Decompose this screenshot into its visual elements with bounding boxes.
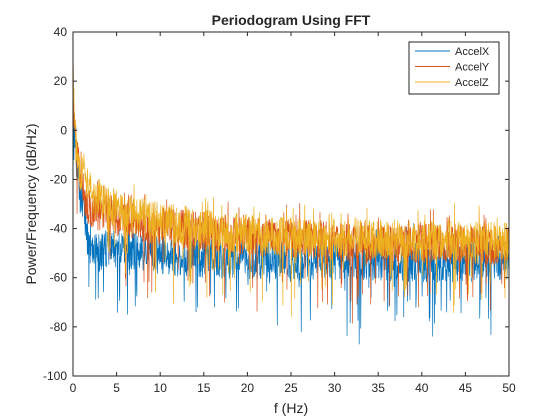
y-tick-label: 20: [54, 74, 68, 88]
y-tick-label: -20: [50, 172, 68, 186]
x-tick-label: 10: [154, 381, 168, 395]
y-tick-label: -100: [43, 369, 67, 383]
x-tick-label: 45: [459, 381, 473, 395]
x-tick-label: 50: [502, 381, 516, 395]
x-tick-label: 15: [197, 381, 211, 395]
x-tick-label: 25: [284, 381, 298, 395]
x-axis-label: f (Hz): [274, 400, 308, 416]
y-tick-label: -40: [50, 222, 68, 236]
y-axis-label: Power/Frequency (dB/Hz): [23, 123, 39, 284]
chart-title: Periodogram Using FFT: [212, 12, 371, 28]
x-tick-label: 5: [113, 381, 120, 395]
series-layer: [72, 44, 510, 345]
y-tick-label: 0: [60, 123, 67, 137]
x-tick-label: 35: [372, 381, 386, 395]
y-axis-ticks: -100 -80 -60 -40 -20 0 20 40: [43, 25, 509, 383]
x-axis-ticks: 0 5 10 15 20 25 30 35 40 45 50: [70, 32, 516, 395]
legend-label-accely: AccelY: [455, 62, 490, 74]
legend-items: AccelX AccelY AccelZ: [415, 46, 490, 89]
legend: AccelX AccelY AccelZ: [408, 41, 500, 95]
y-tick-label: 40: [54, 25, 68, 39]
x-tick-label: 0: [70, 381, 77, 395]
x-tick-label: 20: [241, 381, 255, 395]
x-tick-label: 40: [415, 381, 429, 395]
y-tick-label: -80: [50, 320, 68, 334]
series-line-accelz: [72, 44, 510, 317]
legend-label-accelz: AccelZ: [455, 77, 489, 89]
x-tick-label: 30: [328, 381, 342, 395]
y-tick-label: -60: [50, 271, 68, 285]
legend-label-accelx: AccelX: [455, 46, 490, 58]
